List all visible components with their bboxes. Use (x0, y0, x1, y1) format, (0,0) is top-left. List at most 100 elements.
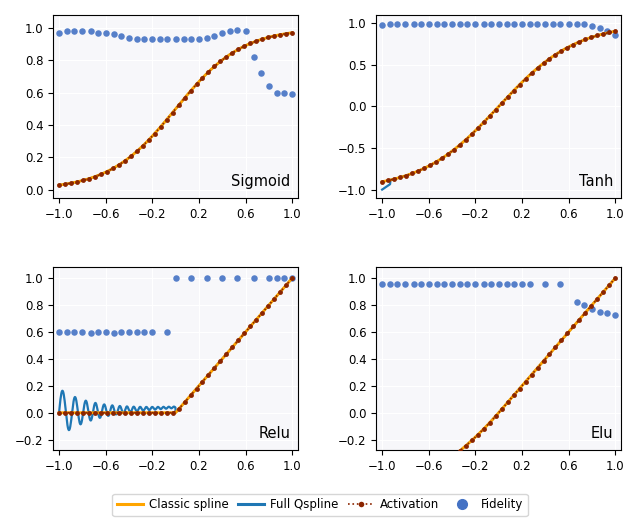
Point (479, 280, 489, 288)
Point (479, 20, 489, 29)
Point (462, 20, 472, 29)
Point (287, 274, 297, 282)
Point (100, 29, 111, 37)
Point (92, 29, 102, 37)
Point (432, 280, 442, 288)
Point (610, 310, 620, 318)
Point (232, 274, 243, 282)
Point (124, 328, 134, 336)
Point (147, 328, 157, 336)
Point (587, 305, 597, 313)
Point (424, 280, 434, 288)
Point (455, 20, 465, 29)
Point (548, 20, 559, 29)
Text: Relu: Relu (259, 426, 291, 441)
Point (217, 29, 227, 37)
Point (202, 33, 212, 42)
Point (54, 29, 64, 37)
Point (400, 280, 410, 288)
Point (392, 280, 403, 288)
Point (493, 280, 504, 288)
Point (124, 33, 134, 42)
Point (556, 20, 566, 29)
Point (109, 329, 119, 338)
Point (209, 32, 219, 40)
Point (455, 280, 465, 288)
Point (385, 280, 396, 288)
Point (116, 328, 126, 336)
Point (424, 20, 434, 29)
Point (202, 274, 212, 282)
Point (279, 274, 289, 282)
Point (587, 21, 597, 30)
Point (264, 274, 274, 282)
Point (147, 35, 157, 43)
Point (194, 35, 204, 43)
Point (579, 301, 589, 309)
Point (287, 90, 297, 99)
Point (255, 69, 266, 77)
Point (408, 20, 419, 29)
Point (392, 20, 403, 29)
Point (85, 27, 95, 35)
Point (62, 328, 72, 336)
Point (186, 35, 196, 43)
Point (225, 27, 236, 35)
Point (595, 23, 605, 32)
Text: Sigmoid: Sigmoid (232, 174, 291, 189)
Point (156, 35, 166, 43)
Point (502, 20, 512, 29)
Legend: Classic spline, Full Qspline, Activation, Fidelity: Classic spline, Full Qspline, Activation… (113, 494, 527, 516)
Point (132, 328, 142, 336)
Point (179, 35, 189, 43)
Point (248, 53, 259, 61)
Point (439, 280, 449, 288)
Point (264, 82, 274, 90)
Point (572, 298, 582, 306)
Point (186, 274, 196, 282)
Point (77, 328, 88, 336)
Point (54, 328, 64, 336)
Point (241, 27, 251, 35)
Point (85, 329, 95, 338)
Point (415, 280, 426, 288)
Point (470, 280, 481, 288)
Point (462, 280, 472, 288)
Point (470, 20, 481, 29)
Point (540, 280, 550, 288)
Point (272, 89, 282, 97)
Point (517, 20, 527, 29)
Point (217, 274, 227, 282)
Point (170, 274, 180, 282)
Point (163, 35, 173, 43)
Point (77, 27, 88, 35)
Point (493, 20, 504, 29)
Point (602, 309, 612, 317)
Point (408, 280, 419, 288)
Point (100, 328, 111, 336)
Point (509, 280, 519, 288)
Text: Elu: Elu (591, 426, 614, 441)
Point (385, 20, 396, 29)
Point (116, 32, 126, 40)
Point (579, 20, 589, 29)
Point (563, 20, 573, 29)
Text: Tanh: Tanh (579, 174, 614, 189)
Point (62, 27, 72, 35)
Point (139, 328, 149, 336)
Point (377, 280, 387, 289)
Point (69, 27, 79, 35)
Point (556, 280, 566, 288)
Point (109, 30, 119, 39)
Point (509, 20, 519, 29)
Point (272, 274, 282, 282)
Point (439, 20, 449, 29)
Point (232, 26, 243, 34)
Point (432, 20, 442, 29)
Point (485, 20, 495, 29)
Point (602, 27, 612, 35)
Point (517, 280, 527, 288)
Point (400, 20, 410, 29)
Point (485, 280, 495, 288)
Point (502, 280, 512, 288)
